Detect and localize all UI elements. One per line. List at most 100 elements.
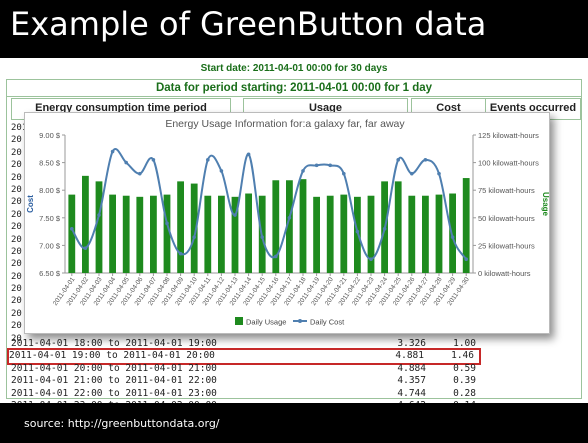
chart-line-point [314, 163, 319, 168]
legend-label-daily-cost: Daily Cost [310, 318, 345, 327]
legend-swatch-daily-cost-marker [298, 319, 302, 323]
chart-line-point [423, 158, 428, 162]
table-cell-period: 2011-04-01 21:00 to 2011-04-01 22:00 [11, 375, 217, 387]
chart-bar [95, 181, 103, 273]
y-left-tick-label: 8.00 $ [39, 186, 61, 195]
usage-table: Data for period starting: 2011-04-01 00:… [6, 79, 582, 403]
chart-bar [367, 195, 375, 273]
chart-line-point [464, 257, 469, 261]
table-row: 2011-04-01 20:00 to 2011-04-01 21:00 4.88… [11, 363, 581, 375]
row-period-prefix: 20 [11, 296, 22, 307]
chart-bar [82, 175, 89, 273]
chart-line-point [165, 221, 169, 226]
legend-label-daily-usage: Daily Usage [246, 318, 286, 327]
y-left-tick-label: 8.50 $ [39, 159, 61, 168]
chart-bar [150, 195, 157, 273]
y-left-tick-label: 6.50 $ [39, 269, 61, 278]
chart-bar [354, 196, 361, 273]
chart-line-point [274, 254, 278, 259]
row-period-prefix: 201 [11, 123, 28, 133]
source-caption: source: http://greenbuttondata.org/ [24, 417, 220, 430]
chart-line-point [246, 152, 251, 157]
row-period-prefix: 20 [11, 284, 22, 295]
table-cell-usage: 4.744 [397, 387, 426, 399]
chart-bar [177, 181, 184, 273]
chart-line-point [260, 235, 264, 239]
chart-line-point [206, 158, 210, 162]
chart-line-point [219, 169, 224, 173]
y-left-tick-label: 9.00 $ [39, 131, 61, 140]
table-row: 2011-04-01 23:00 to 2011-04-02 00:00 4.64… [11, 400, 581, 403]
chart-bar [408, 195, 416, 273]
chart-bar [136, 196, 144, 273]
chart-line-point [124, 160, 128, 165]
y-right-tick-label: 100 kilowatt-hours [478, 159, 539, 168]
table-cell-usage: 4.357 [397, 375, 426, 387]
y-right-tick-label: 25 kilowatt-hours [478, 241, 535, 250]
chart-svg: Energy Usage Information for:a galaxy fa… [26, 118, 550, 327]
y-right-tick-label: 50 kilowatt-hours [478, 214, 535, 223]
chart-line-point [301, 169, 305, 173]
y-axis-right-label: Usage [541, 192, 550, 217]
chart-bar [313, 196, 320, 273]
chart-line-point [192, 235, 196, 239]
table-cell-cost: 0.39 [453, 375, 476, 387]
y-left-tick-label: 7.00 $ [39, 241, 61, 250]
table-cell-cost: 1.00 [453, 338, 476, 349]
legend-swatch-daily-usage [235, 317, 243, 325]
y-right-tick-label: 75 kilowatt-hours [478, 186, 535, 195]
table-cell-period: 2011-04-01 18:00 to 2011-04-01 19:00 [11, 338, 217, 349]
chart-bar [422, 195, 429, 273]
row-period-prefix: 20 [11, 209, 22, 220]
chart-line-point [342, 171, 346, 176]
chart-line-point [369, 257, 373, 261]
chart-title: Energy Usage Information for:a galaxy fa… [165, 118, 405, 130]
chart-line-point [151, 158, 156, 162]
y-axis-left-label: Cost [26, 195, 35, 213]
table-cell-period: 2011-04-01 19:00 to 2011-04-01 20:00 [9, 350, 215, 362]
table-row: 2011-04-01 18:00 to 2011-04-01 19:00 3.32… [11, 338, 581, 350]
row-period-prefix: 20 [11, 172, 22, 183]
row-period-prefix: 20 [11, 147, 22, 158]
row-period-prefix: 20 [11, 308, 22, 319]
chart-line-point [70, 227, 74, 231]
row-period-prefix: 20 [11, 135, 22, 146]
row-period-prefix: 20 [11, 160, 22, 171]
chart-line-point [437, 171, 441, 176]
chart-bar [435, 194, 443, 273]
chart-line-point [450, 235, 455, 239]
chart-line-point [396, 158, 401, 162]
table-rows: 2011-04-01 18:00 to 2011-04-01 19:00 3.32… [7, 338, 581, 403]
chart-line-point [110, 149, 115, 154]
row-period-prefix: 20 [11, 222, 22, 233]
chart-bar [231, 196, 239, 273]
row-period-prefix: 20 [11, 184, 22, 195]
period-header: Data for period starting: 2011-04-01 00:… [7, 80, 581, 97]
chart-bar [109, 194, 116, 273]
chart-bar [449, 193, 456, 273]
chart-line-point [382, 227, 387, 231]
chart-bar [326, 195, 334, 273]
chart-bar [286, 180, 293, 273]
chart-bar [68, 194, 76, 273]
chart-bar [218, 195, 225, 273]
chart-line-daily-cost [70, 148, 468, 261]
chart-bar [204, 195, 212, 273]
chart-bar [163, 194, 171, 273]
table-row: 2011-04-01 22:00 to 2011-04-01 23:00 4.74… [11, 388, 581, 400]
table-cell-period: 2011-04-01 23:00 to 2011-04-02 00:00 [11, 400, 217, 403]
chart-line-point [178, 251, 183, 256]
table-row-highlighted: 2011-04-01 19:00 to 2011-04-01 20:00 4.88… [7, 348, 481, 365]
chart-bar [394, 181, 402, 273]
table-cell-cost: 0.28 [453, 387, 476, 399]
chart-bar [462, 178, 470, 273]
start-date-label: Start date: 2011-04-01 00:00 for 30 days [200, 63, 388, 74]
row-period-prefix: 20 [11, 197, 22, 208]
table-cell-cost: 1.46 [451, 350, 474, 362]
energy-usage-chart[interactable]: Energy Usage Information for:a galaxy fa… [24, 112, 550, 334]
row-period-prefix: 20 [11, 333, 22, 344]
y-right-tick-label: 0 kilowatt-hours [478, 269, 531, 278]
chart-bar [272, 180, 280, 273]
chart-line-point [328, 163, 333, 168]
table-cell-cost: 0.59 [453, 362, 476, 374]
